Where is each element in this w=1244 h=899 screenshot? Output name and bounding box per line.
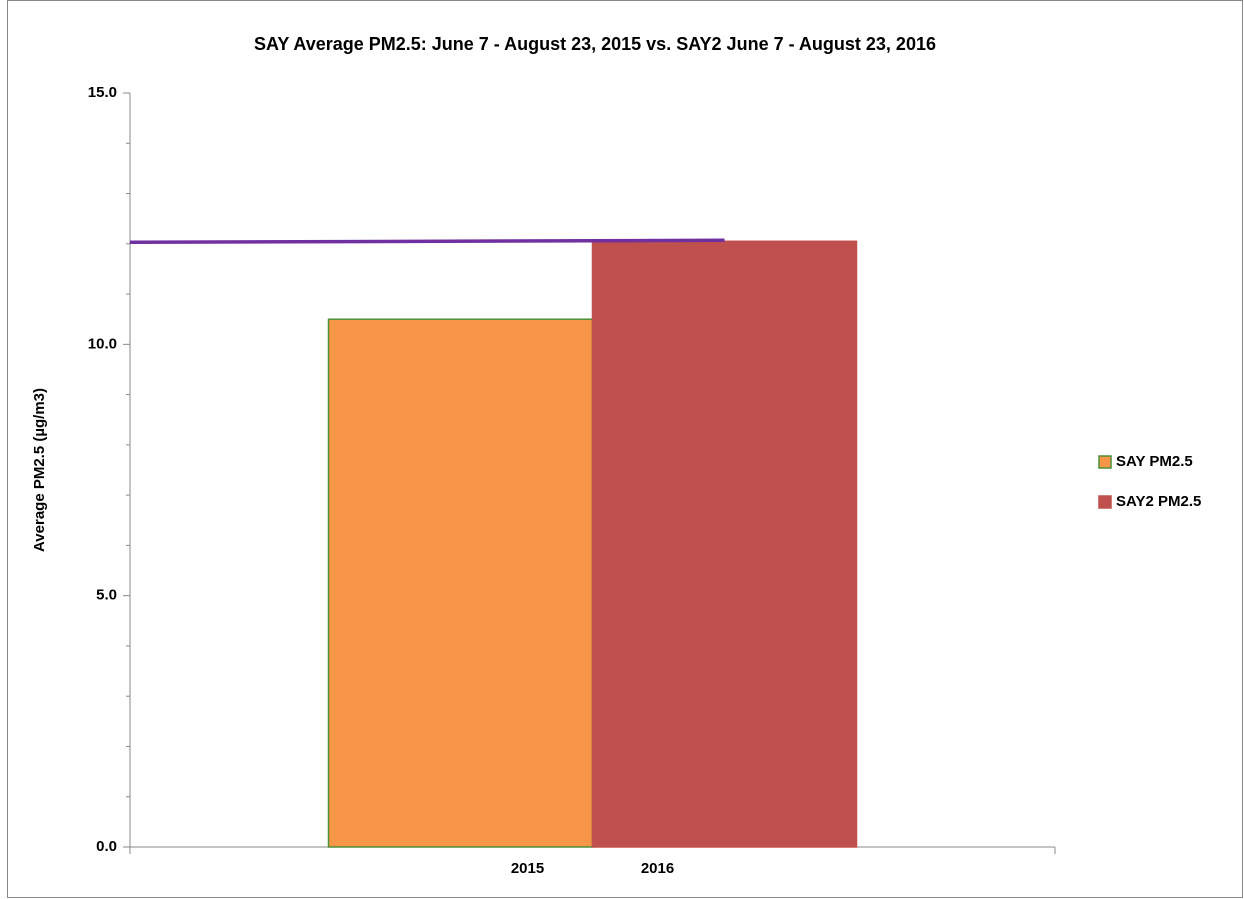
legend-swatch [1098,455,1112,469]
legend-label: SAY2 PM2.5 [1116,493,1201,510]
y-tick-label: 0.0 [96,838,117,855]
y-tick-label: 10.0 [88,335,117,352]
bar [591,240,858,848]
chart-title: SAY Average PM2.5: June 7 - August 23, 2… [254,34,936,54]
bar [327,318,594,848]
legend-label: SAY PM2.5 [1116,453,1193,470]
y-tick-label: 15.0 [88,84,117,101]
y-tick-label: 5.0 [96,587,117,604]
reference-line [129,238,725,245]
x-tick-label: 2015 [511,860,544,877]
chart-border [7,0,1243,898]
x-tick-label: 2016 [641,860,674,877]
y-axis-title: Average PM2.5 (µg/m3) [31,388,48,552]
legend-swatch [1098,495,1112,509]
